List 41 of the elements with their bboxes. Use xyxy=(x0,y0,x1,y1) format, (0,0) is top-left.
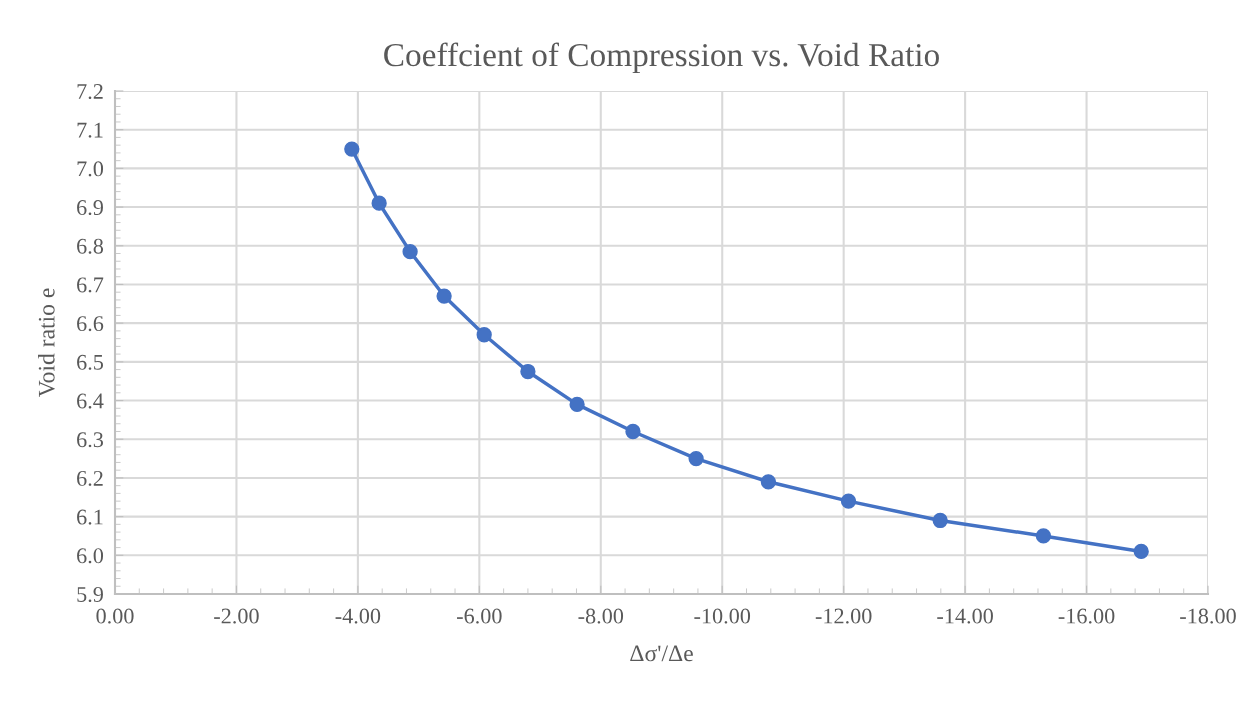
point xyxy=(402,243,418,260)
y-tick-label: 6.3 xyxy=(77,432,104,448)
x-tick-label: -18.00 xyxy=(1180,608,1236,624)
y-tick-label: 6.8 xyxy=(77,238,104,254)
point xyxy=(932,512,948,529)
point xyxy=(569,396,585,413)
point xyxy=(688,450,704,467)
y-tick-label: 6.6 xyxy=(77,316,104,332)
x-tick-label: -12.00 xyxy=(815,608,872,624)
point xyxy=(520,363,536,380)
y-tick-label: 7.2 xyxy=(77,83,103,100)
point xyxy=(344,141,360,157)
point xyxy=(476,327,492,343)
point xyxy=(840,493,857,509)
point xyxy=(1035,528,1052,544)
x-tick-label: -6.00 xyxy=(457,608,502,624)
y-tick-label: 6.1 xyxy=(77,509,103,525)
y-tick-label: 6.5 xyxy=(77,354,104,370)
x-tick-label: -2.00 xyxy=(214,608,259,624)
y-tick-label: 6.7 xyxy=(77,277,104,293)
y-tick-label: 5.9 xyxy=(77,586,103,603)
point xyxy=(371,195,387,211)
x-tick-label: -16.00 xyxy=(1058,608,1115,624)
x-axis-title: Δσ'/Δe xyxy=(630,645,693,662)
x-tick-label: -14.00 xyxy=(937,608,993,624)
x-tick-label: -4.00 xyxy=(335,608,381,624)
y-tick-label: 6.9 xyxy=(77,200,103,216)
y-tick-label: 6.0 xyxy=(77,548,104,564)
chart-title: Coeffcient of Compression vs. Void Ratio xyxy=(384,42,939,74)
x-tick-label: -10.00 xyxy=(694,608,751,624)
y-tick-label: 7.0 xyxy=(77,161,104,177)
y-tick-label: 6.4 xyxy=(77,393,104,409)
point xyxy=(436,288,452,304)
point xyxy=(760,474,777,490)
y-tick-label: 6.2 xyxy=(77,470,103,486)
x-tick-label: -8.00 xyxy=(578,608,624,624)
y-axis-title: Void ratio e xyxy=(38,288,55,398)
y-tick-label: 7.1 xyxy=(77,122,103,138)
point xyxy=(1133,543,1149,560)
point xyxy=(625,423,641,440)
x-tick-label: 0.00 xyxy=(96,608,134,624)
